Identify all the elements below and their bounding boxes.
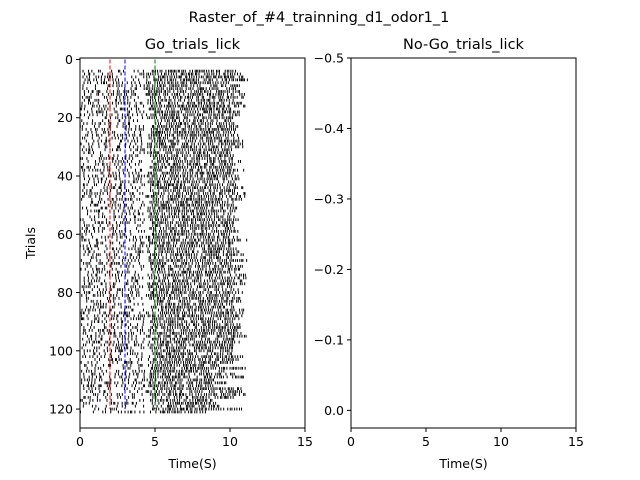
figure-suptitle: Raster_of_#4_trainning_d1_odor1_1 (189, 10, 450, 26)
go-trial-row (82, 136, 240, 140)
go-trial-row (82, 168, 245, 172)
go-trial-row (83, 98, 234, 102)
go-trial-row (83, 221, 234, 225)
go-trial-row (83, 145, 244, 149)
go-trial-row (83, 171, 234, 175)
go-trial-row (87, 160, 241, 163)
go-trial-row (84, 192, 246, 195)
go-trial-row (80, 113, 240, 117)
go-trial-row (83, 186, 244, 190)
go-trial-row (90, 200, 234, 204)
go-trial-row (83, 247, 237, 251)
go-trial-row (87, 116, 234, 120)
go-trial-row (81, 104, 246, 108)
go-trial-row (81, 238, 248, 242)
go-trial-row (83, 162, 236, 166)
go-trial-row (83, 261, 232, 265)
go-trial-row (81, 308, 245, 312)
go-trial-row (84, 250, 240, 254)
go-trial-row (81, 119, 232, 123)
go-trial-row (86, 340, 240, 344)
go-trial-row (86, 305, 235, 309)
go-trial-row (79, 133, 239, 137)
go-trial-row (79, 122, 235, 125)
go-trial-row (81, 148, 232, 152)
go-trial-row (91, 154, 234, 157)
go-trial-row (79, 229, 239, 233)
go-trial-row (80, 314, 243, 318)
go-trial-row (82, 331, 242, 335)
go-trial-row (81, 346, 233, 350)
go-trial-row (82, 337, 235, 341)
go-trial-row (83, 174, 239, 178)
go-trial-row (82, 194, 246, 198)
go-trial-row (80, 142, 243, 146)
go-trial-row (84, 282, 246, 286)
go-trial-row (82, 95, 244, 99)
go-trial-row (82, 189, 235, 192)
go-trial-row (80, 157, 233, 160)
go-trial-row (82, 75, 244, 79)
go-panel-title: Go_trials_lick (145, 37, 241, 53)
go-trial-row (84, 291, 243, 294)
go-trial-row (85, 296, 241, 300)
go-trial-row (87, 110, 240, 114)
go-trial-row (81, 285, 233, 289)
go-trial-row (84, 177, 240, 181)
go-trial-row (81, 197, 242, 201)
go-raster-ticks (79, 69, 248, 414)
go-trial-row (81, 294, 235, 297)
go-trial-row (83, 326, 241, 329)
go-trial-row (83, 151, 231, 155)
go-trial-row (83, 279, 243, 283)
go-trial-row (80, 259, 248, 262)
go-trial-row (82, 87, 237, 90)
go-trial-row (91, 320, 233, 324)
go-trial-row (83, 81, 229, 85)
go-trial-row (82, 84, 240, 88)
go-trial-row (82, 183, 237, 187)
go-trial-row (81, 165, 232, 169)
go-trial-row (84, 93, 245, 96)
go-trial-row (81, 101, 242, 105)
go-trial-row (80, 311, 244, 315)
go-trial-row (88, 241, 234, 245)
go-trial-row (93, 302, 233, 306)
go-trial-row (81, 235, 238, 239)
go-trial-row (82, 69, 237, 73)
go-trial-row (83, 329, 238, 332)
go-trial-row (87, 130, 235, 134)
go-trial-row (84, 224, 234, 227)
go-trial-row (81, 127, 236, 131)
go-trial-row (87, 212, 232, 216)
go-trial-row (90, 203, 234, 207)
go-trial-row (81, 323, 241, 326)
go-trial-row (81, 227, 235, 230)
go-trial-row (88, 180, 235, 184)
go-trial-row (80, 218, 239, 222)
go-trial-row (81, 317, 240, 321)
go-trial-row (82, 206, 238, 210)
go-trial-row (82, 343, 234, 347)
go-trial-row (84, 78, 248, 82)
go-trial-row (87, 273, 246, 277)
go-trial-row (87, 270, 236, 274)
go-trial-row (83, 253, 244, 257)
go-trial-row (83, 276, 247, 280)
go-trial-row (83, 90, 240, 93)
go-trial-row (79, 125, 239, 128)
go-trial-row (87, 334, 247, 338)
go-trial-row (89, 215, 235, 219)
go-trial-row (85, 139, 244, 143)
go-trial-row (83, 288, 239, 292)
go-trial-row (80, 107, 232, 111)
go-trial-row (79, 232, 230, 236)
go-trial-row (90, 256, 232, 259)
go-trial-row (79, 72, 241, 76)
go-trial-row (80, 267, 240, 271)
